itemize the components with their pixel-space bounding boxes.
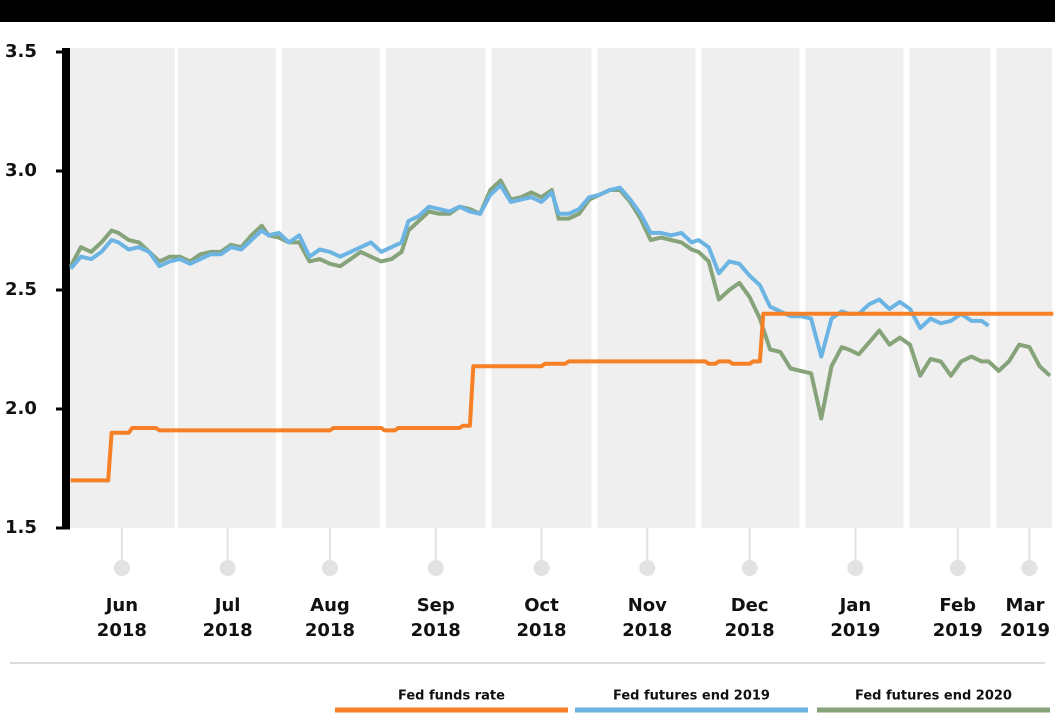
month-band	[909, 48, 991, 528]
x-tick-dot	[533, 560, 550, 576]
y-axis	[62, 48, 70, 528]
x-tick-dot	[321, 560, 338, 576]
month-band	[996, 48, 1052, 528]
series-line	[70, 311, 1054, 483]
y-tick-label: 3.0	[5, 160, 37, 181]
y-tick-label: 3.5	[5, 41, 37, 62]
x-tick-dot	[639, 560, 656, 576]
month-band	[491, 48, 592, 528]
y-tick-label: 1.5	[5, 517, 37, 538]
x-tick-label: Nov 2018	[622, 595, 673, 641]
x-tick-label: Jan 2019	[830, 595, 881, 641]
month-band	[597, 48, 696, 528]
x-tick-label: Sep 2018	[410, 595, 461, 641]
x-tick-dot	[427, 560, 444, 576]
x-tick-dot	[847, 560, 864, 576]
month-band	[177, 48, 276, 528]
month-band	[805, 48, 904, 528]
month-band	[385, 48, 486, 528]
month-band	[70, 48, 175, 528]
x-tick-dot	[1021, 560, 1038, 576]
series-line	[68, 178, 1052, 421]
legend-label: Fed funds rate	[398, 689, 505, 704]
x-tick-dot	[113, 560, 130, 576]
x-tick-dot	[949, 560, 966, 576]
top-bar	[0, 0, 1055, 22]
x-tick-label: Mar 2019	[999, 595, 1051, 641]
x-tick-dot	[219, 560, 236, 576]
legend-label: Fed futures end 2019	[613, 689, 770, 704]
x-tick-dot	[741, 560, 758, 576]
x-tick-label: Oct 2018	[516, 595, 567, 641]
x-tick-label: Dec 2018	[724, 595, 775, 641]
x-tick-label: Aug 2018	[304, 595, 356, 641]
y-tick-label: 2.0	[5, 398, 37, 419]
x-tick-label: Jul 2018	[202, 595, 253, 641]
y-tick-label: 2.5	[5, 279, 37, 300]
legend-label: Fed futures end 2020	[855, 689, 1012, 704]
month-band	[281, 48, 380, 528]
x-tick-label: Feb 2019	[932, 595, 983, 641]
x-tick-label: Jun 2018	[96, 595, 147, 641]
